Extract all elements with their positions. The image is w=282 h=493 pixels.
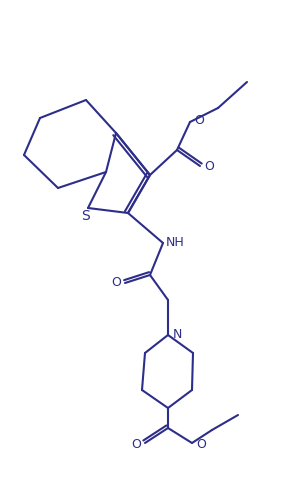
Text: O: O <box>131 438 141 452</box>
Text: O: O <box>196 438 206 452</box>
Text: O: O <box>204 160 214 173</box>
Text: O: O <box>194 114 204 128</box>
Text: N: N <box>172 327 182 341</box>
Text: O: O <box>111 277 121 289</box>
Text: NH: NH <box>166 237 184 249</box>
Text: S: S <box>81 209 90 223</box>
